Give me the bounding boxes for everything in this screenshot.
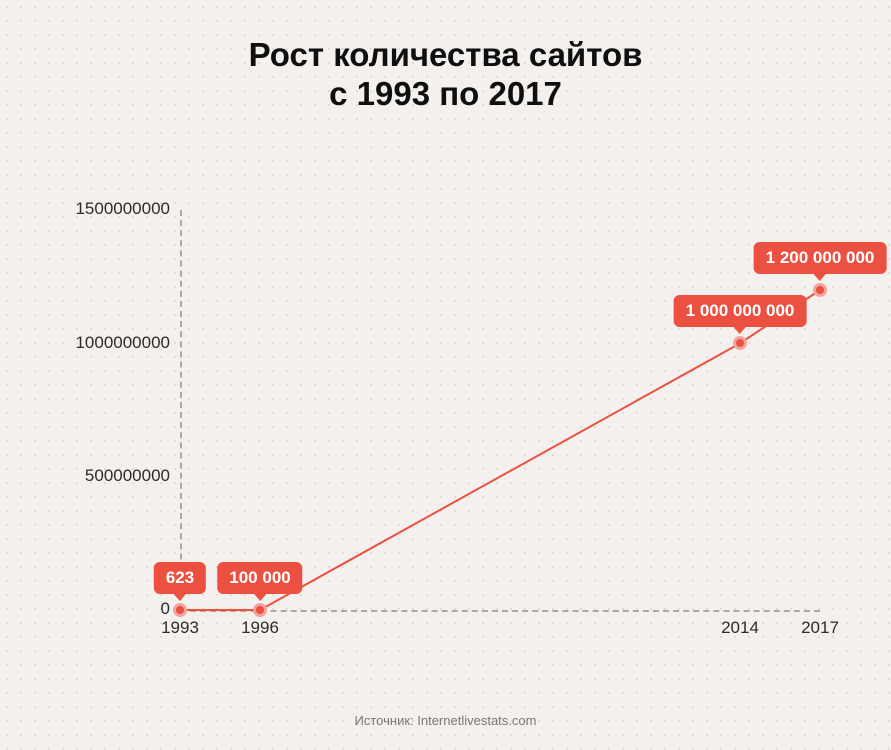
data-callout-text: 100 000 bbox=[229, 568, 290, 587]
title-line-1: Рост количества сайтов bbox=[249, 36, 643, 73]
data-callout: 623 bbox=[154, 562, 206, 594]
y-tick-label: 500000000 bbox=[85, 466, 170, 486]
y-tick-label: 1000000000 bbox=[75, 333, 170, 353]
data-callout: 1 200 000 000 bbox=[754, 242, 887, 274]
data-marker bbox=[173, 603, 187, 617]
chart-canvas: Рост количества сайтов с 1993 по 2017 Ис… bbox=[0, 0, 891, 750]
x-tick-label: 1996 bbox=[241, 618, 279, 638]
data-marker bbox=[253, 603, 267, 617]
data-marker-core bbox=[256, 606, 264, 614]
data-callout-text: 1 200 000 000 bbox=[766, 248, 875, 267]
data-marker-core bbox=[816, 286, 824, 294]
x-tick-label: 2017 bbox=[801, 618, 839, 638]
data-marker bbox=[813, 283, 827, 297]
line-layer bbox=[180, 210, 820, 610]
plot-area bbox=[180, 210, 820, 610]
y-tick-label: 0 bbox=[161, 599, 170, 619]
data-marker-core bbox=[736, 339, 744, 347]
chart-title: Рост количества сайтов с 1993 по 2017 bbox=[0, 36, 891, 114]
x-tick-label: 1993 bbox=[161, 618, 199, 638]
x-tick-label: 2014 bbox=[721, 618, 759, 638]
x-axis bbox=[180, 610, 820, 612]
data-marker bbox=[733, 336, 747, 350]
data-callout: 100 000 bbox=[217, 562, 302, 594]
data-callout: 1 000 000 000 bbox=[674, 295, 807, 327]
title-line-2: с 1993 по 2017 bbox=[329, 75, 562, 112]
source-text: Источник: Internetlivestats.com bbox=[355, 713, 537, 728]
data-callout-text: 623 bbox=[166, 568, 194, 587]
source-credit: Источник: Internetlivestats.com bbox=[0, 713, 891, 728]
data-marker-core bbox=[176, 606, 184, 614]
y-tick-label: 1500000000 bbox=[75, 199, 170, 219]
data-callout-text: 1 000 000 000 bbox=[686, 301, 795, 320]
